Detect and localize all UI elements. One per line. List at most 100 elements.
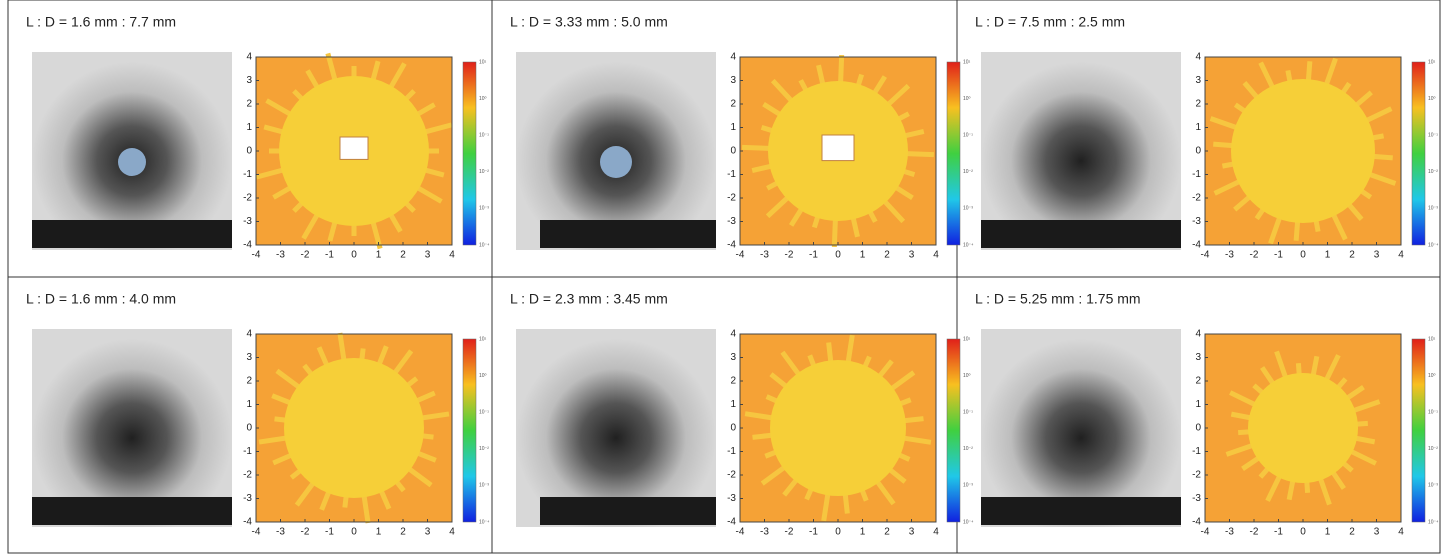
x-tick-label: -2 <box>785 527 794 538</box>
x-tick-label: 0 <box>835 250 841 261</box>
x-tick-label: -2 <box>1250 527 1259 538</box>
x-tick-label: -1 <box>1274 250 1283 261</box>
heatmap-core <box>284 358 424 498</box>
heatmap-hole <box>340 137 368 159</box>
colorbar-label: 10¹ <box>1428 59 1436 65</box>
panel-label: L : D = 3.33 mm : 5.0 mm <box>510 14 668 30</box>
colorbar-label: 10⁻² <box>963 446 973 452</box>
colorbar-label: 10⁻² <box>479 169 489 175</box>
panel-label: L : D = 7.5 mm : 2.5 mm <box>975 14 1125 30</box>
y-tick-label: -4 <box>727 517 736 528</box>
colorbar-label: 10⁻² <box>1428 446 1438 452</box>
x-tick-label: 3 <box>1374 527 1380 538</box>
colorbar <box>947 339 960 522</box>
y-tick-label: -3 <box>1192 493 1201 504</box>
y-tick-label: -1 <box>1192 169 1201 180</box>
x-tick-label: 1 <box>376 527 382 538</box>
y-tick-label: -4 <box>243 240 252 251</box>
y-tick-label: 4 <box>1195 52 1201 63</box>
heatmap-core <box>770 360 906 496</box>
y-tick-label: 3 <box>1195 352 1201 363</box>
y-tick-label: -3 <box>243 216 252 227</box>
y-tick-label: 0 <box>246 423 252 434</box>
x-tick-label: 1 <box>376 250 382 261</box>
y-tick-label: 3 <box>246 75 252 86</box>
x-tick-label: 2 <box>400 250 406 261</box>
colorbar-label: 10⁻² <box>963 169 973 175</box>
colorbar-label: 10¹ <box>1428 336 1436 342</box>
colorbar-label: 10⁻² <box>1428 169 1438 175</box>
panel-label: L : D = 5.25 mm : 1.75 mm <box>975 291 1141 307</box>
y-tick-label: 2 <box>730 376 736 387</box>
colorbar-label: 10⁰ <box>1428 373 1436 379</box>
colorbar-label: 10⁻⁴ <box>963 519 973 525</box>
x-tick-label: 1 <box>1325 250 1331 261</box>
y-tick-label: 2 <box>246 99 252 110</box>
y-tick-label: 0 <box>1195 423 1201 434</box>
heatmap-core <box>1248 373 1358 483</box>
y-tick-label: -2 <box>243 470 252 481</box>
colorbar-label: 10⁻⁴ <box>479 519 489 525</box>
colorbar-label: 10⁻¹ <box>963 133 973 139</box>
x-tick-label: -1 <box>809 527 818 538</box>
colorbar-label: 10⁻³ <box>479 483 489 489</box>
y-tick-label: -3 <box>727 216 736 227</box>
colorbar-label: 10¹ <box>963 59 971 65</box>
x-tick-label: -4 <box>736 250 745 261</box>
colorbar <box>1412 62 1425 245</box>
colorbar-label: 10⁻¹ <box>963 410 973 416</box>
heatmap-hole <box>822 135 854 161</box>
colorbar <box>463 339 476 522</box>
y-tick-label: 3 <box>730 352 736 363</box>
x-tick-label: -2 <box>301 250 310 261</box>
x-tick-label: 4 <box>933 527 939 538</box>
y-tick-label: -3 <box>727 493 736 504</box>
y-tick-label: -2 <box>727 193 736 204</box>
figure: L : D = 1.6 mm : 7.7 mm-4-3-2-101234-4-3… <box>0 0 1448 554</box>
y-tick-label: -1 <box>1192 446 1201 457</box>
y-tick-label: 4 <box>730 329 736 340</box>
y-tick-label: -2 <box>727 470 736 481</box>
photo-hole <box>118 148 146 176</box>
colorbar-label: 10⁰ <box>479 96 487 102</box>
colorbar <box>463 62 476 245</box>
colorbar <box>1412 339 1425 522</box>
x-tick-label: 2 <box>1349 250 1355 261</box>
colorbar-label: 10⁰ <box>963 373 971 379</box>
x-tick-label: -2 <box>1250 250 1259 261</box>
colorbar-label: 10⁻³ <box>1428 483 1438 489</box>
x-tick-label: 1 <box>1325 527 1331 538</box>
y-tick-label: 1 <box>1195 399 1201 410</box>
colorbar-label: 10⁻³ <box>963 206 973 212</box>
y-tick-label: -4 <box>727 240 736 251</box>
colorbar-label: 10⁻⁴ <box>479 242 489 248</box>
ruler <box>981 220 1181 248</box>
colorbar-label: 10⁻¹ <box>479 410 489 416</box>
y-tick-label: -4 <box>1192 240 1201 251</box>
y-tick-label: 1 <box>730 122 736 133</box>
ruler <box>32 220 232 248</box>
y-tick-label: -2 <box>243 193 252 204</box>
x-tick-label: -4 <box>1201 250 1210 261</box>
colorbar <box>947 62 960 245</box>
x-tick-label: -4 <box>252 250 261 261</box>
x-tick-label: 2 <box>884 527 890 538</box>
y-tick-label: -2 <box>1192 470 1201 481</box>
x-tick-label: 3 <box>1374 250 1380 261</box>
panel-label: L : D = 2.3 mm : 3.45 mm <box>510 291 668 307</box>
colorbar-label: 10⁻⁴ <box>963 242 973 248</box>
colorbar-label: 10⁰ <box>1428 96 1436 102</box>
colorbar-label: 10⁻⁴ <box>1428 242 1438 248</box>
y-tick-label: -1 <box>727 169 736 180</box>
x-tick-label: -2 <box>785 250 794 261</box>
y-tick-label: -3 <box>243 493 252 504</box>
colorbar-label: 10¹ <box>479 59 487 65</box>
colorbar-label: 10⁰ <box>963 96 971 102</box>
x-tick-label: 2 <box>884 250 890 261</box>
panel-label: L : D = 1.6 mm : 4.0 mm <box>26 291 176 307</box>
x-tick-label: -3 <box>276 250 285 261</box>
y-tick-label: 1 <box>246 122 252 133</box>
y-tick-label: 0 <box>1195 146 1201 157</box>
x-tick-label: 3 <box>425 527 431 538</box>
x-tick-label: -1 <box>1274 527 1283 538</box>
